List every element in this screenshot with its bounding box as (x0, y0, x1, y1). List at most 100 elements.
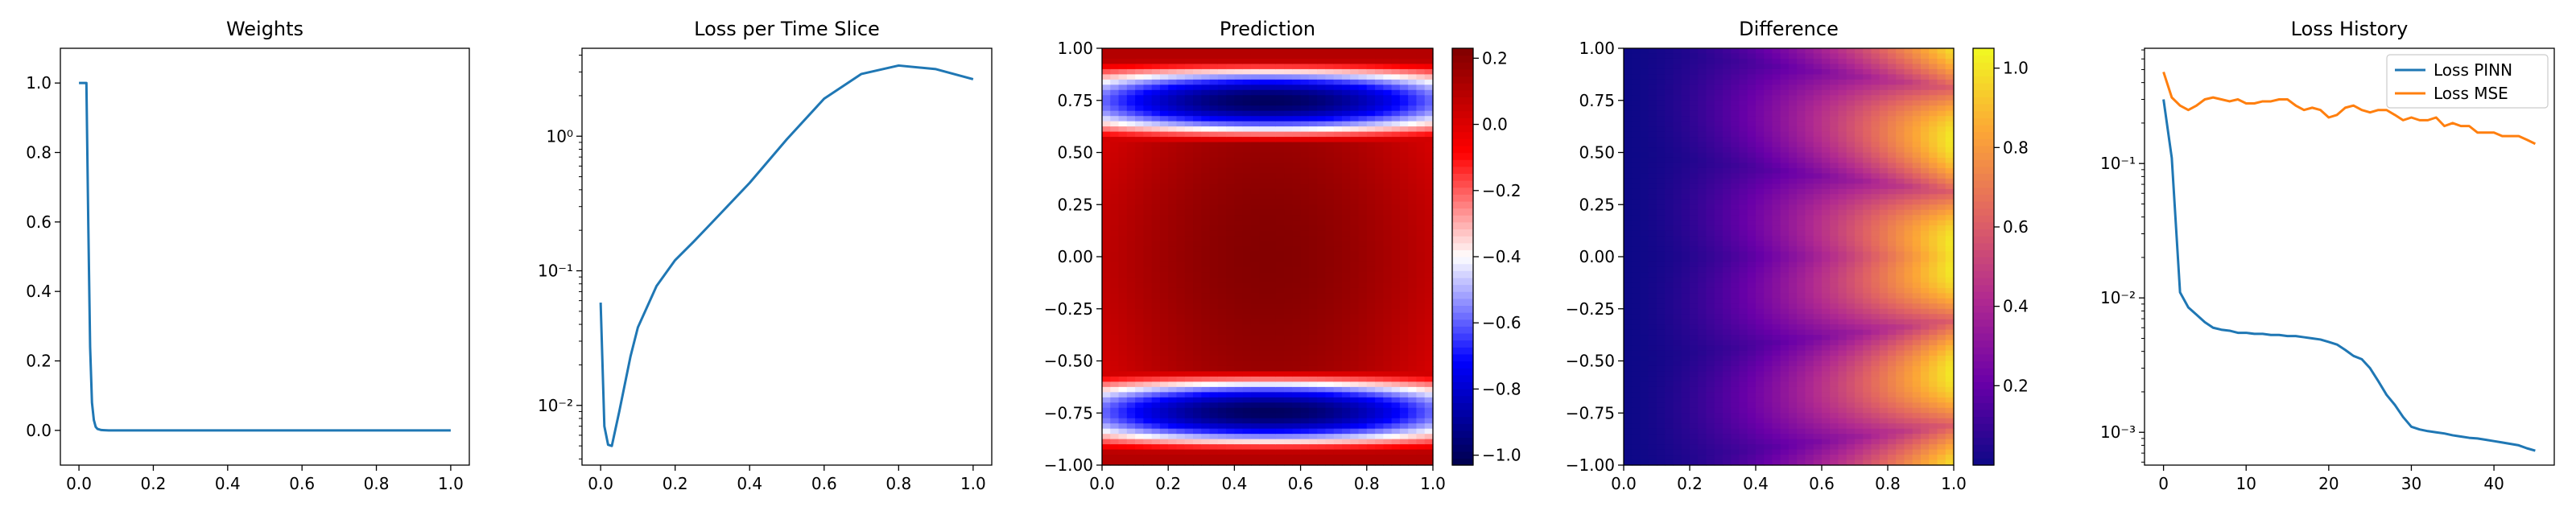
heatmap-cell (1308, 173, 1318, 179)
heatmap-cell (1424, 116, 1434, 122)
heatmap-cell (1234, 303, 1244, 310)
heatmap-cell (1408, 282, 1418, 289)
heatmap-cell (1250, 459, 1260, 466)
heatmap-cell (1308, 314, 1318, 320)
heatmap-cell (1648, 402, 1657, 409)
colorbar-swatch (1452, 229, 1473, 237)
heatmap-cell (1284, 303, 1293, 310)
heatmap-cell (1110, 100, 1120, 106)
heatmap-cell (1383, 173, 1393, 179)
heatmap-cell (1308, 48, 1318, 55)
heatmap-cell (1756, 53, 1765, 60)
heatmap-cell (1193, 246, 1202, 253)
heatmap-cell (1193, 418, 1202, 424)
heatmap-cell (1292, 345, 1302, 352)
heatmap-cell (1250, 116, 1260, 122)
heatmap-cell (1764, 64, 1773, 70)
heatmap-cell (1780, 418, 1790, 424)
heatmap-cell (1731, 272, 1740, 278)
heatmap-cell (1184, 209, 1194, 216)
heatmap-cell (1275, 58, 1285, 65)
heatmap-cell (1648, 241, 1657, 247)
heatmap-cell (1242, 392, 1252, 398)
heatmap-cell (1772, 142, 1781, 148)
heatmap-cell (1333, 48, 1343, 55)
heatmap-cell (1657, 178, 1666, 184)
heatmap-cell (1135, 257, 1144, 263)
heatmap-cell (1640, 48, 1649, 55)
heatmap-cell (1756, 434, 1765, 440)
heatmap-cell (1723, 423, 1732, 430)
heatmap-cell (1632, 282, 1641, 289)
heatmap-cell (1159, 89, 1169, 96)
heatmap-cell (1159, 126, 1169, 133)
heatmap-cell (1756, 48, 1765, 55)
heatmap-cell (1242, 236, 1252, 242)
heatmap-cell (1209, 298, 1219, 304)
heatmap-cell (1159, 418, 1169, 424)
heatmap-cell (1690, 449, 1699, 455)
heatmap-cell (1739, 251, 1748, 258)
heatmap-cell (1217, 266, 1227, 274)
heatmap-cell (1640, 204, 1649, 211)
heatmap-cell (1325, 116, 1335, 122)
heatmap-cell (1416, 251, 1426, 258)
heatmap-cell (1234, 298, 1244, 304)
heatmap-cell (1242, 100, 1252, 106)
heatmap-cell (1110, 152, 1120, 159)
y-tick-label: −0.75 (1044, 403, 1093, 422)
heatmap-cell (1416, 455, 1426, 461)
heatmap-cell (1300, 89, 1310, 96)
heatmap-cell (1780, 95, 1790, 101)
heatmap-cell (1632, 397, 1641, 403)
heatmap-cell (1325, 53, 1335, 60)
heatmap-cell (1648, 365, 1657, 373)
heatmap-cell (1308, 257, 1318, 263)
heatmap-cell (1408, 266, 1418, 274)
heatmap-cell (1267, 142, 1277, 148)
heatmap-cell (1284, 178, 1293, 184)
heatmap-cell (1416, 314, 1426, 320)
heatmap-cell (1665, 434, 1674, 440)
heatmap-cell (1358, 272, 1368, 278)
heatmap-cell (1399, 303, 1409, 310)
heatmap-cell (1416, 58, 1426, 65)
heatmap-cell (1126, 428, 1136, 435)
heatmap-cell (1416, 147, 1426, 154)
heatmap-cell (1341, 137, 1351, 143)
heatmap-cell (1102, 142, 1111, 148)
heatmap-cell (1284, 423, 1293, 430)
heatmap-cell (1341, 209, 1351, 216)
heatmap-cell (1665, 402, 1674, 409)
heatmap-cell (1350, 335, 1360, 341)
heatmap-cell (1209, 360, 1219, 367)
heatmap-cell (1308, 381, 1318, 388)
heatmap-cell (1416, 100, 1426, 106)
heatmap-cell (1341, 434, 1351, 440)
heatmap-cell (1292, 423, 1302, 430)
heatmap-cell (1739, 199, 1748, 205)
heatmap-cell (1151, 365, 1161, 373)
heatmap-cell (1308, 360, 1318, 367)
heatmap-cell (1681, 434, 1690, 440)
heatmap-cell (1259, 386, 1269, 393)
heatmap-cell (1275, 131, 1285, 138)
heatmap-cell (1242, 257, 1252, 263)
heatmap-cell (1739, 163, 1748, 169)
heatmap-cell (1333, 397, 1343, 403)
heatmap-cell (1747, 147, 1757, 154)
heatmap-cell (1110, 365, 1120, 373)
heatmap-cell (1259, 308, 1269, 315)
heatmap-cell (1648, 340, 1657, 346)
heatmap-cell (1747, 428, 1757, 435)
heatmap-cell (1325, 225, 1335, 232)
heatmap-cell (1690, 350, 1699, 356)
heatmap-cell (1217, 183, 1227, 190)
heatmap-cell (1416, 121, 1426, 127)
heatmap-cell (1209, 225, 1219, 232)
heatmap-cell (1102, 329, 1111, 336)
heatmap-cell (1739, 204, 1748, 211)
heatmap-cell (1102, 137, 1111, 143)
heatmap-cell (1118, 376, 1128, 382)
heatmap-cell (1657, 434, 1666, 440)
